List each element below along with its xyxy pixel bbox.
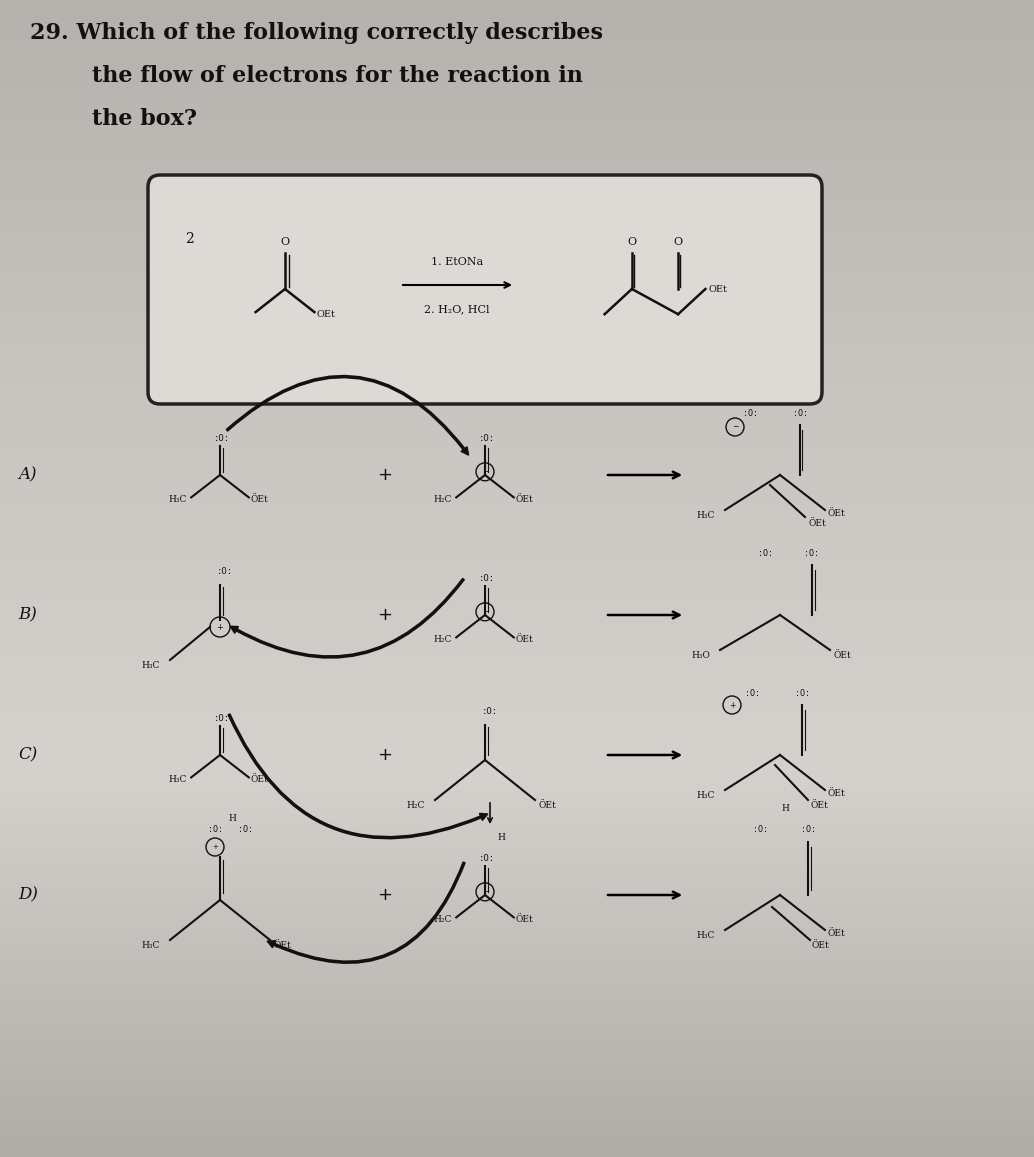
Text: :O:: :O: [753,825,767,834]
FancyArrowPatch shape [226,376,468,455]
Text: :O:: :O: [214,714,230,723]
Text: ÖEt: ÖEt [828,789,846,797]
Text: ÖEt: ÖEt [828,929,846,937]
Text: :O:: :O: [208,825,222,834]
Text: :O:: :O: [742,408,758,418]
Text: :O:: :O: [238,825,252,834]
Text: −: − [482,887,488,897]
Text: :O:: :O: [794,688,810,698]
Text: :O:: :O: [800,825,816,834]
Text: +: + [377,886,393,904]
Text: ÖEt: ÖEt [828,508,846,517]
FancyArrowPatch shape [229,714,487,839]
Text: +: + [729,700,735,709]
Text: H₃C: H₃C [169,775,186,784]
Text: H: H [229,815,236,823]
Text: :O:: :O: [482,707,498,716]
Text: H₃C: H₃C [697,790,714,799]
Text: ÖEt: ÖEt [833,650,851,659]
Text: 2. H₂O, HCl: 2. H₂O, HCl [424,304,490,314]
Text: H₂C: H₂C [433,495,452,504]
Text: ÖEt: ÖEt [538,801,555,810]
Text: H₃C: H₃C [169,495,186,504]
Text: B): B) [18,606,37,624]
Text: :O:: :O: [744,688,760,698]
Text: ÖEt: ÖEt [515,915,534,924]
Text: +: + [212,843,218,850]
Text: OEt: OEt [316,310,335,318]
Text: 1. EtONa: 1. EtONa [431,257,483,267]
Text: H₂C: H₂C [433,915,452,924]
Text: ÖEt: ÖEt [273,941,291,950]
FancyArrowPatch shape [231,578,464,658]
Text: :O:: :O: [214,434,230,443]
FancyBboxPatch shape [148,175,822,404]
Text: C): C) [18,746,37,764]
Text: −: − [482,607,488,617]
Text: 29. Which of the following correctly describes: 29. Which of the following correctly des… [30,22,603,44]
Text: :O:: :O: [217,567,233,576]
Text: H₃C: H₃C [142,941,160,950]
Text: :O:: :O: [758,548,772,558]
Text: ÖEt: ÖEt [250,775,268,784]
Text: −: − [732,422,738,432]
Text: O: O [280,237,290,246]
Text: ÖEt: ÖEt [515,495,534,504]
Text: ÖEt: ÖEt [812,941,829,950]
Text: O: O [628,237,637,246]
Text: H: H [497,833,505,842]
FancyArrowPatch shape [268,862,465,963]
Text: OEt: OEt [708,285,728,294]
Text: O: O [673,237,682,246]
Text: H₃C: H₃C [697,510,714,519]
Text: H: H [781,804,789,813]
Text: +: + [377,466,393,484]
Text: H₃O: H₃O [691,650,710,659]
Text: H₃C: H₃C [697,930,714,939]
Text: ÖEt: ÖEt [810,801,828,810]
Text: A): A) [18,466,36,484]
Text: H₂C: H₂C [406,801,425,810]
Text: ÖEt: ÖEt [808,518,826,528]
Text: D): D) [18,886,38,904]
Text: the box?: the box? [30,108,197,130]
Text: ÖEt: ÖEt [515,635,534,644]
Text: H₃C: H₃C [142,661,160,670]
Text: the flow of electrons for the reaction in: the flow of electrons for the reaction i… [30,65,583,87]
Text: H₂C: H₂C [433,635,452,644]
Text: +: + [377,746,393,764]
Text: :O:: :O: [479,574,494,583]
Text: +: + [216,622,223,632]
Text: −: − [482,467,488,477]
Text: :O:: :O: [792,408,808,418]
Text: 2: 2 [185,233,193,246]
Text: :O:: :O: [479,434,494,443]
Text: :O:: :O: [479,854,494,863]
Text: ÖEt: ÖEt [250,495,268,504]
Text: +: + [377,606,393,624]
Text: :O:: :O: [804,548,820,558]
